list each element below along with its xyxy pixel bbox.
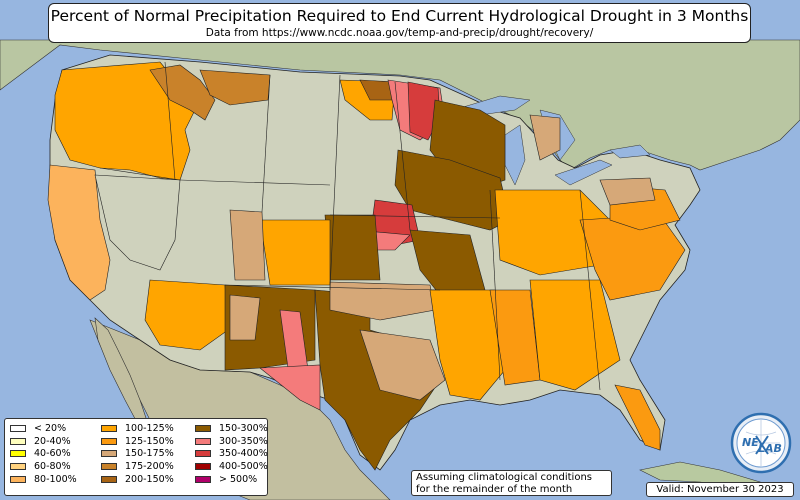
legend-label: 200-150% bbox=[125, 474, 174, 486]
legend-label: < 20% bbox=[34, 422, 67, 434]
legend-item: 175-200% bbox=[101, 460, 174, 473]
legend-label: 150-300% bbox=[219, 422, 268, 434]
legend-item: < 20% bbox=[10, 422, 77, 435]
legend-item: 150-175% bbox=[101, 448, 174, 461]
region-montana bbox=[199, 69, 271, 106]
logo-text-ne: NE bbox=[742, 436, 759, 449]
legend-label: 175-200% bbox=[125, 461, 174, 473]
region-nm-tan bbox=[229, 294, 261, 341]
state-borders bbox=[99, 61, 601, 391]
legend-item: 150-300% bbox=[195, 422, 268, 435]
valid-date: Valid: November 30 2023 bbox=[646, 482, 794, 497]
legend-swatch bbox=[101, 424, 117, 432]
legend-label: 150-175% bbox=[125, 448, 174, 460]
legend-swatch bbox=[195, 424, 211, 432]
legend-label: 400-500% bbox=[219, 461, 268, 473]
legend: < 20% 20-40% 40-60% 60-80% 80-100% 100-1… bbox=[4, 418, 268, 496]
legend-swatch bbox=[195, 437, 211, 445]
legend-swatch bbox=[10, 476, 26, 484]
map-subtitle: Data from https://www.ncdc.noaa.gov/temp… bbox=[205, 27, 594, 39]
region-michigan-tan bbox=[529, 114, 561, 161]
map-title: Percent of Normal Precipitation Required… bbox=[50, 7, 749, 25]
region-pa-tan bbox=[599, 177, 656, 206]
legend-item: 300-350% bbox=[195, 435, 268, 448]
region-texas-tan bbox=[359, 329, 446, 401]
legend-label: 20-40% bbox=[34, 435, 71, 447]
legend-swatch bbox=[101, 437, 117, 445]
legend-item: 80-100% bbox=[10, 473, 77, 486]
legend-swatch bbox=[195, 463, 211, 471]
legend-label: 300-350% bbox=[219, 435, 268, 447]
legend-swatch bbox=[10, 463, 26, 471]
legend-item: 60-80% bbox=[10, 460, 77, 473]
legend-label: 350-400% bbox=[219, 448, 268, 460]
title-box: Percent of Normal Precipitation Required… bbox=[48, 3, 751, 43]
legend-label: 40-60% bbox=[34, 448, 71, 460]
legend-swatch bbox=[101, 476, 117, 484]
logo-text-lab: LAB bbox=[758, 442, 782, 455]
legend-swatch bbox=[10, 437, 26, 445]
legend-swatch bbox=[10, 424, 26, 432]
region-iowa-illinois bbox=[394, 149, 511, 231]
legend-swatch bbox=[10, 450, 26, 458]
region-oklahoma bbox=[329, 281, 436, 321]
legend-column-1: < 20% 20-40% 40-60% 60-80% 80-100% bbox=[10, 422, 77, 486]
drought-regions bbox=[47, 61, 686, 471]
legend-item: 40-60% bbox=[10, 448, 77, 461]
legend-label: 60-80% bbox=[34, 461, 71, 473]
legend-swatch bbox=[101, 463, 117, 471]
legend-item: 125-150% bbox=[101, 435, 174, 448]
legend-column-2: 100-125% 125-150% 150-175% 175-200% 200-… bbox=[101, 422, 174, 486]
region-colorado-orange bbox=[259, 219, 331, 286]
legend-item: 350-400% bbox=[195, 448, 268, 461]
legend-swatch bbox=[101, 450, 117, 458]
legend-item: 200-150% bbox=[101, 473, 174, 486]
legend-column-3: 150-300% 300-350% 350-400% 400-500% > 50… bbox=[195, 422, 268, 486]
legend-swatch bbox=[195, 476, 211, 484]
legend-item: 100-125% bbox=[101, 422, 174, 435]
region-wyoming-tan bbox=[229, 209, 266, 281]
region-west-texas-pink bbox=[259, 364, 321, 411]
legend-item: 20-40% bbox=[10, 435, 77, 448]
legend-swatch bbox=[195, 450, 211, 458]
nexlab-logo: NE LAB bbox=[730, 412, 792, 474]
legend-label: > 500% bbox=[219, 474, 258, 486]
note-line-1: Assuming climatological conditions bbox=[416, 472, 592, 483]
legend-item: > 500% bbox=[195, 473, 268, 486]
region-florida bbox=[614, 384, 661, 451]
legend-label: 125-150% bbox=[125, 435, 174, 447]
region-california bbox=[47, 164, 111, 301]
note-line-2: for the remainder of the month bbox=[416, 484, 573, 495]
assumption-note: Assuming climatological conditions for t… bbox=[411, 470, 612, 496]
legend-label: 100-125% bbox=[125, 422, 174, 434]
legend-label: 80-100% bbox=[34, 474, 77, 486]
logo-x-mark bbox=[755, 435, 769, 455]
legend-item: 400-500% bbox=[195, 460, 268, 473]
